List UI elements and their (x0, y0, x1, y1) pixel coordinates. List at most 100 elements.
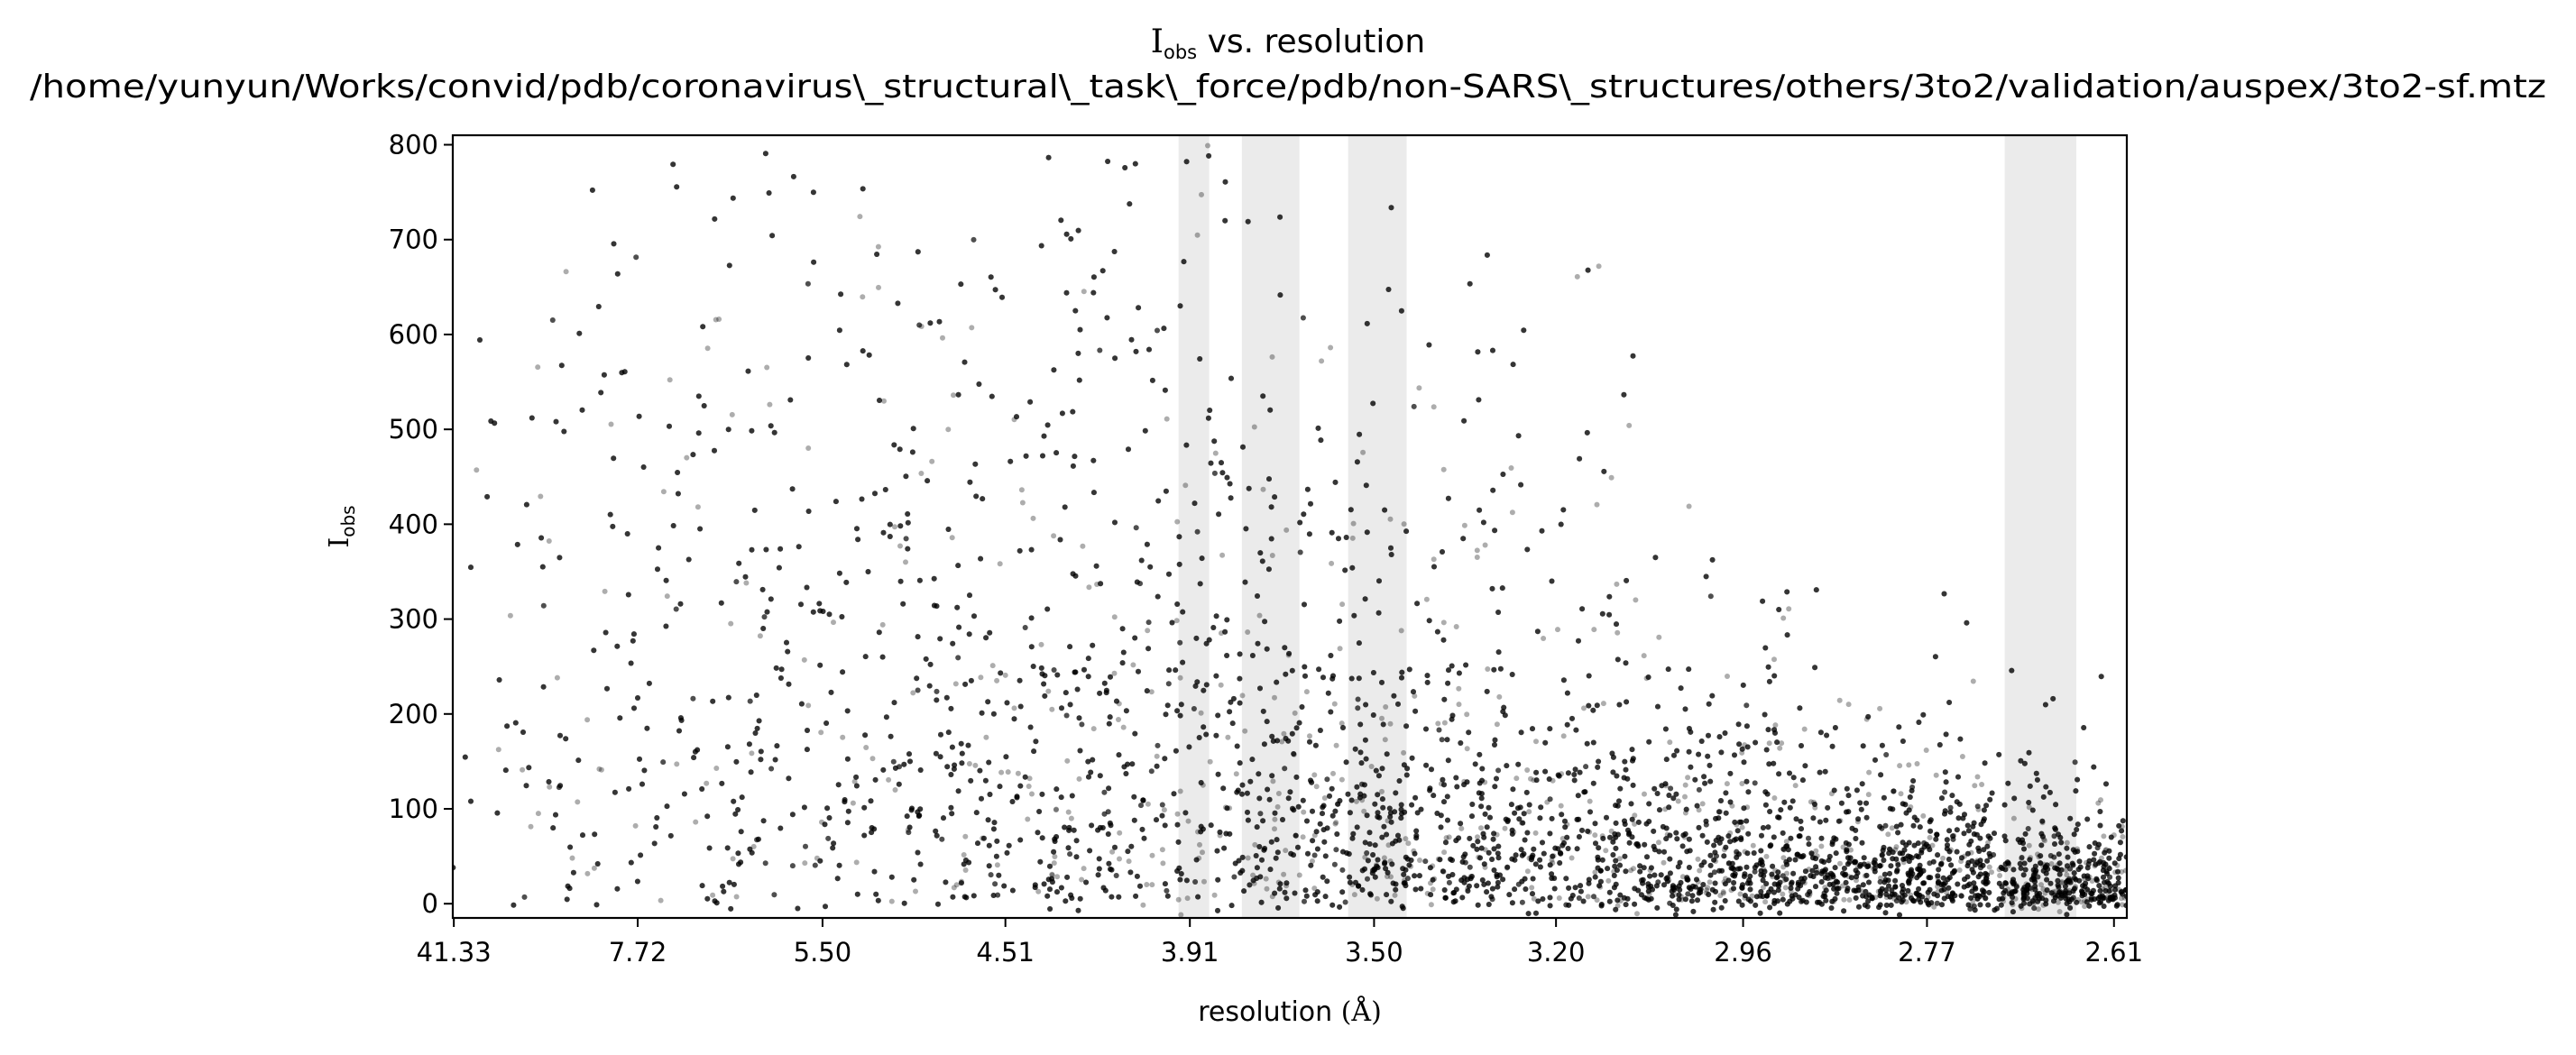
data-point (1047, 886, 1053, 893)
data-point (507, 612, 513, 619)
data-point (1348, 507, 1354, 513)
data-point (1509, 509, 1515, 516)
data-point (1880, 851, 1886, 858)
data-point (1321, 795, 1328, 801)
data-point (2001, 894, 2007, 901)
data-point (2081, 876, 2087, 882)
data-point (2101, 833, 2107, 839)
data-point (2105, 893, 2111, 899)
data-point (1972, 783, 1978, 789)
data-point (614, 643, 621, 649)
data-point (2012, 895, 2019, 902)
data-point (710, 892, 716, 898)
data-point (810, 189, 816, 196)
data-point (1863, 716, 1870, 722)
data-point (2099, 855, 2104, 861)
data-point (1848, 847, 1854, 853)
data-point (1049, 706, 1055, 712)
data-point (1173, 618, 1180, 624)
data-point (1178, 912, 1184, 918)
data-point (1524, 868, 1531, 875)
data-point (1381, 823, 1387, 830)
data-point (1654, 904, 1661, 911)
data-point (1699, 801, 1706, 807)
data-point (949, 535, 955, 541)
data-point (1979, 782, 1985, 787)
data-point (535, 364, 541, 371)
data-point (1707, 862, 1714, 868)
data-point (1018, 487, 1025, 493)
data-point (1532, 861, 1539, 867)
data-point (767, 401, 773, 408)
data-point (1596, 883, 1603, 889)
data-point (1227, 805, 1233, 812)
data-point (1845, 874, 1852, 880)
data-point (1664, 831, 1670, 838)
data-point (1656, 839, 1661, 846)
data-point (1116, 701, 1122, 707)
data-point (538, 493, 544, 500)
data-point (1474, 555, 1480, 560)
data-point (1340, 849, 1346, 855)
data-point (2092, 863, 2098, 869)
data-point (892, 524, 897, 530)
data-point (824, 805, 831, 812)
data-point (1560, 733, 1567, 739)
data-point (2029, 886, 2035, 893)
data-point (733, 894, 740, 900)
data-point (850, 800, 856, 806)
data-point (1368, 764, 1375, 769)
data-point (1761, 867, 1767, 873)
data-point (962, 833, 969, 839)
data-point (2120, 834, 2126, 839)
data-point (2037, 859, 2043, 866)
data-point (1643, 675, 1650, 682)
data-point (1891, 895, 1898, 902)
data-point (1225, 734, 1231, 740)
data-point (1300, 834, 1306, 840)
data-point (1569, 855, 1575, 861)
data-point (2065, 878, 2072, 885)
data-point (1944, 889, 1950, 895)
data-point (1423, 596, 1430, 602)
data-point (1185, 818, 1191, 824)
data-point (1908, 804, 1914, 810)
data-point (2075, 846, 2081, 852)
data-point (1762, 899, 1769, 905)
data-point (1301, 809, 1307, 815)
data-point (1581, 705, 1587, 711)
data-point (869, 756, 876, 762)
data-point (1360, 449, 1366, 455)
data-point (2006, 863, 2011, 869)
data-point (1997, 873, 2003, 878)
data-point (1431, 556, 1437, 563)
data-point (1647, 867, 1653, 874)
data-point (1310, 858, 1315, 864)
data-point (1401, 749, 1407, 756)
data-point (2066, 887, 2073, 894)
data-point (1159, 847, 1165, 853)
data-point (1524, 767, 1531, 773)
data-point (1443, 835, 1449, 841)
data-point (1049, 871, 1055, 877)
data-point (1464, 711, 1470, 718)
data-point (1584, 740, 1590, 747)
data-point (1351, 612, 1357, 619)
data-point (1632, 812, 1638, 819)
data-point (1412, 693, 1418, 699)
data-point (1563, 876, 1569, 882)
data-point (1418, 806, 1424, 812)
data-point (1316, 666, 1322, 673)
data-point (1727, 830, 1734, 836)
data-point (1597, 884, 1604, 890)
data-point (918, 471, 925, 476)
data-point (674, 761, 680, 767)
data-point (1217, 832, 1223, 839)
data-point (1450, 890, 1457, 896)
data-point (1631, 866, 1636, 872)
data-point (1250, 872, 1256, 878)
data-point (1211, 892, 1218, 898)
data-point (2048, 861, 2055, 867)
data-point (1845, 702, 1852, 708)
data-point (1788, 835, 1794, 841)
